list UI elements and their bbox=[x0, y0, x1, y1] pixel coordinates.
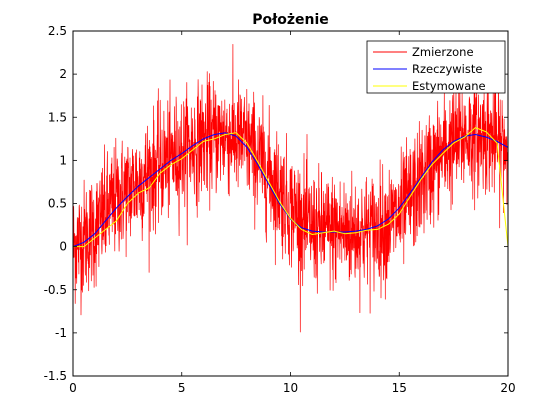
y-tick-label: -0.5 bbox=[44, 283, 67, 297]
legend: Zmierzone Rzeczywiste Estymowane bbox=[366, 40, 506, 94]
legend-label-rzeczywiste: Rzeczywiste bbox=[412, 62, 482, 76]
legend-box bbox=[366, 40, 506, 94]
legend-label-estymowane: Estymowane bbox=[412, 79, 486, 93]
series-line-estymowane bbox=[73, 127, 509, 248]
legend-label-zmierzone: Zmierzone bbox=[412, 45, 474, 59]
x-tick-label: 10 bbox=[283, 381, 298, 395]
ticks-layer: 0 5 10 15 20 -1.5 -1 -0.5 0 0.5 1 1.5 2 2.5 bbox=[44, 24, 516, 395]
y-tick-label: 0.5 bbox=[48, 197, 67, 211]
x-tick-label: 0 bbox=[69, 381, 77, 395]
y-tick-label: 1 bbox=[59, 153, 67, 167]
y-tick-label: 2 bbox=[59, 67, 67, 81]
y-tick-label: -1 bbox=[55, 326, 67, 340]
y-tick-label: -1.5 bbox=[44, 369, 67, 383]
chart-title: Położenie bbox=[252, 12, 329, 28]
series-line-zmierzone bbox=[72, 43, 509, 333]
x-tick-label: 20 bbox=[500, 381, 515, 395]
x-tick-label: 5 bbox=[178, 381, 186, 395]
y-tick-label: 0 bbox=[59, 240, 67, 254]
series-layer bbox=[72, 43, 509, 333]
y-tick-label: 1.5 bbox=[48, 110, 67, 124]
y-tick-label: 2.5 bbox=[48, 24, 67, 38]
x-tick-label: 15 bbox=[392, 381, 407, 395]
series-line-rzeczywiste bbox=[72, 132, 509, 248]
